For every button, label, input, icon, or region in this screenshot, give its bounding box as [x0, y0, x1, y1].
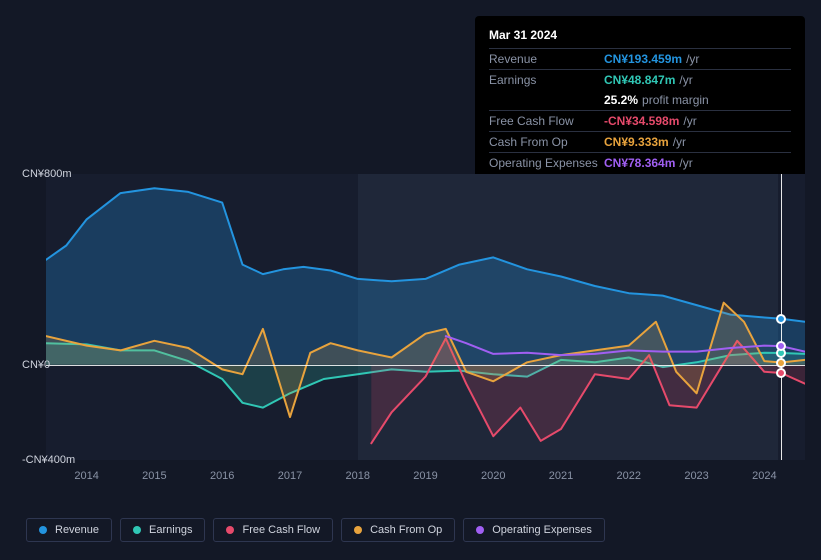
chart-tooltip: Mar 31 2024 RevenueCN¥193.459m/yrEarning… — [475, 16, 805, 181]
x-axis-label: 2017 — [278, 470, 302, 482]
x-axis-label: 2021 — [549, 470, 573, 482]
tooltip-row-suffix: /yr — [686, 52, 699, 66]
tooltip-row-value: -CN¥34.598m — [604, 114, 679, 128]
series-marker — [776, 358, 786, 368]
legend-item[interactable]: Revenue — [26, 518, 112, 542]
y-axis-label: CN¥800m — [22, 168, 72, 180]
legend-label: Free Cash Flow — [242, 524, 320, 536]
tooltip-row-label: Revenue — [489, 52, 604, 66]
x-axis-label: 2019 — [413, 470, 437, 482]
legend-label: Operating Expenses — [492, 524, 592, 536]
legend-label: Cash From Op — [370, 524, 442, 536]
tooltip-row-note: profit margin — [642, 93, 709, 107]
financials-chart[interactable]: CN¥800m CN¥0 -CN¥400m 2014 2015 2016 2017 2018… — [16, 160, 805, 490]
y-axis-label: CN¥0 — [22, 359, 50, 371]
x-axis-label: 2018 — [345, 470, 369, 482]
x-axis-label: 2022 — [617, 470, 641, 482]
x-axis-label: 2020 — [481, 470, 505, 482]
tooltip-row-label: Free Cash Flow — [489, 114, 604, 128]
y-axis-label: -CN¥400m — [22, 454, 75, 466]
legend-dot — [476, 526, 484, 534]
tooltip-row-suffix: /yr — [679, 73, 692, 87]
tooltip-row: Cash From OpCN¥9.333m/yr — [489, 131, 791, 152]
x-axis-label: 2016 — [210, 470, 234, 482]
x-axis-label: 2024 — [752, 470, 776, 482]
tooltip-row-label: Cash From Op — [489, 135, 604, 149]
tooltip-row: RevenueCN¥193.459m/yr — [489, 48, 791, 69]
legend-label: Revenue — [55, 524, 99, 536]
tooltip-row-label: Earnings — [489, 73, 604, 87]
chart-svg — [46, 174, 805, 460]
zero-axis-line — [46, 365, 805, 366]
legend-item[interactable]: Earnings — [120, 518, 205, 542]
tooltip-row-suffix: /yr — [683, 114, 696, 128]
tooltip-row-value: CN¥9.333m — [604, 135, 669, 149]
legend-dot — [133, 526, 141, 534]
x-axis-label: 2015 — [142, 470, 166, 482]
legend-dot — [354, 526, 362, 534]
legend-dot — [39, 526, 47, 534]
series-marker — [776, 341, 786, 351]
chart-legend: Revenue Earnings Free Cash Flow Cash From O… — [26, 518, 605, 542]
tooltip-row: EarningsCN¥48.847m/yr — [489, 69, 791, 90]
tooltip-date: Mar 31 2024 — [489, 24, 791, 48]
tooltip-row: Free Cash Flow-CN¥34.598m/yr — [489, 110, 791, 131]
legend-dot — [226, 526, 234, 534]
legend-item[interactable]: Cash From Op — [341, 518, 455, 542]
tooltip-row-label — [489, 93, 604, 107]
tooltip-row-suffix: /yr — [673, 135, 686, 149]
x-axis-label: 2014 — [74, 470, 98, 482]
tooltip-row: 25.2% profit margin — [489, 90, 791, 110]
series-marker — [776, 368, 786, 378]
tooltip-row-value: CN¥193.459m — [604, 52, 682, 66]
tooltip-row-value: CN¥48.847m — [604, 73, 675, 87]
chart-plot-area[interactable] — [46, 174, 805, 460]
x-axis-label: 2023 — [684, 470, 708, 482]
legend-item[interactable]: Operating Expenses — [463, 518, 605, 542]
legend-label: Earnings — [149, 524, 192, 536]
series-marker — [776, 314, 786, 324]
legend-item[interactable]: Free Cash Flow — [213, 518, 333, 542]
tooltip-row-pct: 25.2% — [604, 93, 638, 107]
